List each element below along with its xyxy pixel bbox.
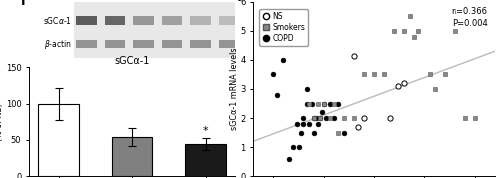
Text: rᵢ=0.366
P=0.004: rᵢ=0.366 P=0.004 — [452, 7, 488, 28]
Point — [400, 29, 408, 32]
Point — [430, 88, 438, 90]
Point — [450, 29, 458, 32]
Text: sGC$\alpha$-1: sGC$\alpha$-1 — [43, 15, 72, 26]
Point — [410, 35, 418, 38]
Point — [304, 102, 312, 105]
Point — [334, 102, 342, 105]
Point — [310, 117, 318, 119]
Bar — [105, 16, 126, 25]
Text: I: I — [21, 0, 25, 8]
Bar — [190, 40, 211, 48]
Point — [390, 29, 398, 32]
Point — [310, 117, 318, 119]
Point — [334, 131, 342, 134]
Point — [394, 85, 402, 88]
Point — [296, 146, 304, 149]
Bar — [76, 40, 97, 48]
Bar — [134, 16, 154, 25]
Point — [322, 117, 330, 119]
Point — [286, 157, 294, 160]
Point — [370, 73, 378, 76]
Point — [440, 73, 448, 76]
Point — [320, 102, 328, 105]
Point — [471, 117, 479, 119]
Point — [314, 102, 322, 105]
Point — [306, 122, 314, 125]
Point — [273, 93, 281, 96]
Legend: NS, Smokers, COPD: NS, Smokers, COPD — [260, 9, 308, 46]
Bar — [112, 137, 152, 176]
Point — [298, 131, 306, 134]
Bar — [162, 16, 182, 25]
Bar — [76, 16, 97, 25]
Point — [269, 73, 277, 76]
Bar — [190, 16, 211, 25]
Text: *: * — [202, 125, 208, 135]
Point — [316, 117, 324, 119]
Point — [290, 146, 298, 149]
Point — [354, 125, 362, 128]
Point — [406, 15, 414, 18]
Bar — [38, 104, 79, 176]
Point — [318, 111, 326, 114]
Point — [330, 102, 338, 105]
Point — [304, 88, 312, 90]
Point — [300, 117, 308, 119]
Bar — [218, 16, 239, 25]
Title: sGCα-1: sGCα-1 — [114, 56, 150, 66]
Text: Human subjects: Human subjects — [9, 51, 18, 127]
Point — [414, 29, 422, 32]
Point — [294, 122, 302, 125]
Point — [360, 117, 368, 119]
Bar — [134, 40, 154, 48]
Point — [340, 131, 348, 134]
Point — [400, 82, 408, 85]
Text: $\beta$-actin: $\beta$-actin — [44, 38, 72, 51]
Point — [310, 131, 318, 134]
Point — [340, 117, 348, 119]
Text: J: J — [238, 0, 243, 1]
Point — [326, 117, 334, 119]
Point — [360, 73, 368, 76]
Point — [280, 59, 287, 61]
Bar — [186, 144, 226, 176]
Point — [326, 102, 334, 105]
Point — [350, 117, 358, 119]
Bar — [162, 40, 182, 48]
Point — [380, 73, 388, 76]
Point — [308, 102, 316, 105]
Point — [306, 102, 314, 105]
Point — [316, 117, 324, 119]
Point — [314, 122, 322, 125]
Y-axis label: sGCα-1 mRNA levels: sGCα-1 mRNA levels — [230, 48, 238, 130]
Point — [426, 73, 434, 76]
Bar — [218, 40, 239, 48]
Bar — [105, 40, 126, 48]
Point — [320, 102, 328, 105]
Y-axis label: Lung protein levels
(% of NS): Lung protein levels (% of NS) — [0, 83, 4, 160]
Point — [330, 117, 338, 119]
Point — [312, 117, 320, 119]
Point — [300, 122, 308, 125]
Bar — [74, 2, 235, 57]
Point — [386, 117, 394, 119]
Point — [350, 54, 358, 57]
Point — [461, 117, 469, 119]
